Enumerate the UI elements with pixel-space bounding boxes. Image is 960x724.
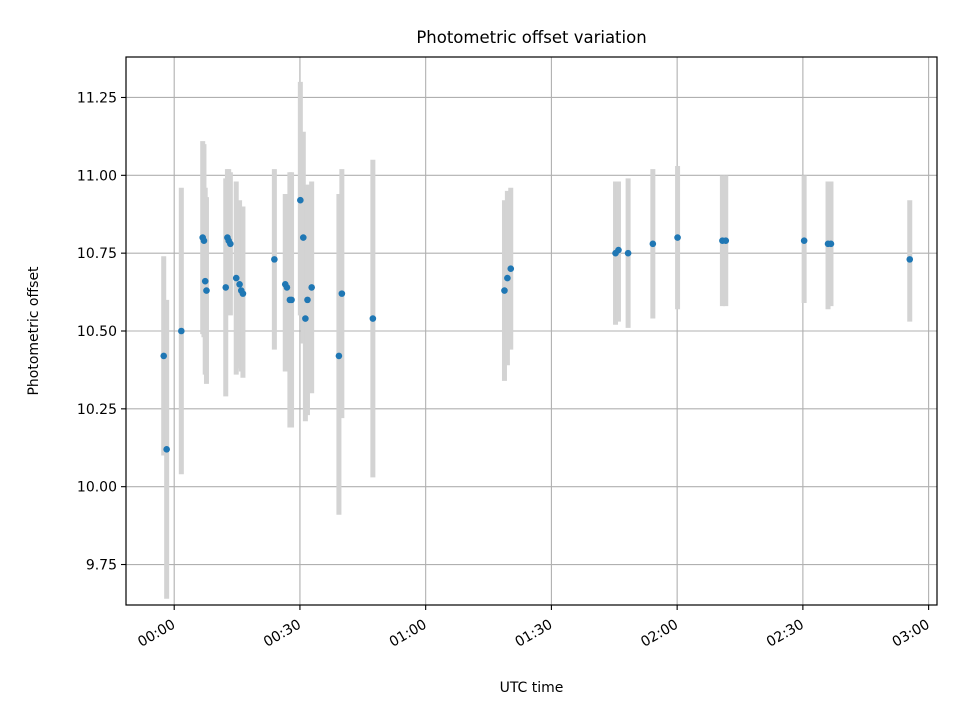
data-point (239, 290, 247, 297)
data-point (178, 327, 185, 335)
y-tick-label: 10.25 (77, 402, 117, 418)
y-axis-label: Photometric offset (26, 266, 42, 396)
data-point (615, 246, 622, 254)
y-tick-label: 10.50 (77, 324, 117, 340)
data-point (203, 287, 210, 294)
data-point (722, 237, 730, 245)
data-point (335, 352, 343, 360)
data-point (308, 284, 315, 291)
data-point (163, 446, 170, 453)
data-point (160, 352, 168, 360)
data-point (827, 240, 835, 248)
y-axis-ticks: 9.75 10.00 10.25 10.50 10.75 11.00 11.25 (77, 90, 126, 574)
data-point (200, 237, 208, 245)
data-point (302, 315, 309, 322)
data-point (624, 249, 632, 257)
data-point (501, 287, 508, 294)
grid (126, 57, 937, 605)
data-point (222, 284, 230, 291)
y-tick-label: 11.25 (77, 90, 117, 106)
data-point (338, 290, 346, 297)
data-point (504, 274, 511, 282)
y-tick-label: 10.75 (77, 246, 117, 262)
data-point (304, 296, 311, 304)
data-point (297, 196, 304, 204)
data-point (507, 265, 515, 273)
chart-title: Photometric offset variation (416, 28, 646, 47)
y-tick-label: 10.00 (77, 480, 117, 496)
data-point (299, 234, 307, 241)
data-point (236, 280, 243, 288)
data-point (201, 277, 209, 285)
data-point (271, 256, 278, 263)
y-tick-label: 9.75 (86, 558, 117, 574)
data-point (283, 284, 291, 291)
y-tick-label: 11.00 (77, 168, 117, 184)
data-point (649, 240, 657, 248)
data-point (288, 296, 295, 304)
data-point (674, 234, 681, 241)
data-points (160, 196, 914, 453)
data-point (232, 274, 240, 282)
data-point (800, 237, 808, 245)
data-point (227, 240, 234, 248)
data-point (906, 256, 914, 263)
data-point (369, 315, 377, 322)
x-axis-label: UTC time (500, 680, 564, 696)
